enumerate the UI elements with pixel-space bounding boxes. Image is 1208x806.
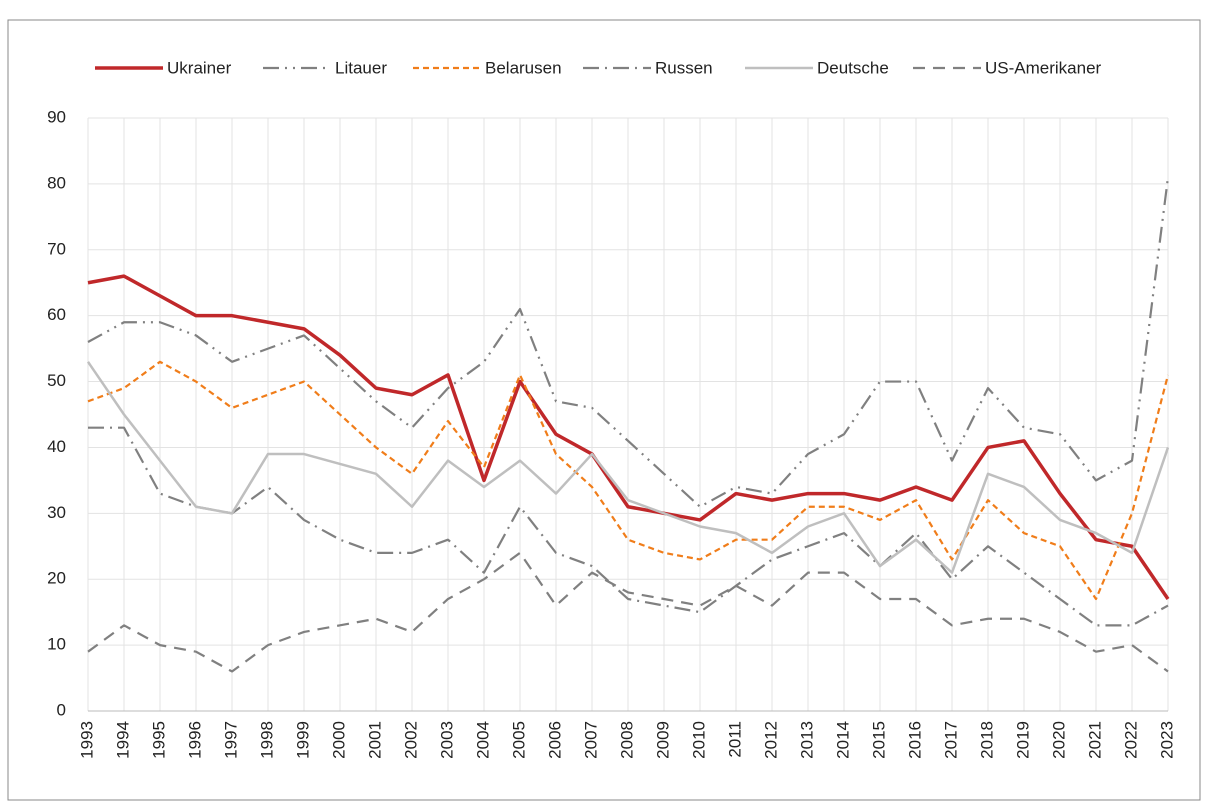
y-tick-label: 20 xyxy=(47,569,66,588)
x-tick-label: 2022 xyxy=(1121,721,1140,759)
x-tick-label: 2015 xyxy=(869,721,888,759)
y-tick-label: 10 xyxy=(47,635,66,654)
legend-label: Ukrainer xyxy=(167,58,232,77)
x-tick-label: 2023 xyxy=(1157,721,1176,759)
y-tick-label: 90 xyxy=(47,107,66,126)
legend-label: Belarusen xyxy=(485,58,562,77)
x-tick-label: 2014 xyxy=(833,721,852,759)
legend-label: US-Amerikaner xyxy=(985,58,1102,77)
series-line xyxy=(87,177,1170,508)
x-tick-label: 2011 xyxy=(725,721,744,758)
legend-label: Russen xyxy=(655,58,713,77)
legend-label: Litauer xyxy=(335,58,387,77)
y-tick-label: 50 xyxy=(47,371,66,390)
x-tick-label: 2001 xyxy=(365,721,384,759)
x-tick-label: 1995 xyxy=(149,721,168,759)
series-line xyxy=(87,360,1170,601)
x-tick-label: 2005 xyxy=(509,721,528,759)
x-tick-label: 1997 xyxy=(221,721,240,759)
x-tick-label: 2007 xyxy=(581,721,600,759)
y-tick-label: 70 xyxy=(47,239,66,258)
x-tick-label: 2003 xyxy=(437,721,456,759)
x-tick-label: 2016 xyxy=(905,721,924,759)
x-tick-label: 2010 xyxy=(689,721,708,759)
x-tick-label: 1998 xyxy=(257,721,276,759)
y-tick-label: 30 xyxy=(47,503,66,522)
y-tick-label: 0 xyxy=(57,700,66,719)
series-line xyxy=(87,551,1169,673)
x-tick-label: 2013 xyxy=(797,721,816,759)
x-tick-label: 2019 xyxy=(1013,721,1032,759)
chart-frame xyxy=(7,19,1201,801)
y-tick-label: 80 xyxy=(47,173,66,192)
y-tick-label: 40 xyxy=(47,437,66,456)
x-tick-label: 2018 xyxy=(977,721,996,759)
x-tick-label: 2004 xyxy=(473,721,492,759)
x-tick-label: 2000 xyxy=(329,721,348,759)
x-tick-label: 1996 xyxy=(185,721,204,759)
x-tick-label: 2002 xyxy=(401,721,420,759)
x-tick-label: 2012 xyxy=(761,721,780,759)
x-tick-label: 2021 xyxy=(1085,721,1104,759)
series-line xyxy=(88,426,1169,627)
x-tick-label: 1994 xyxy=(113,721,132,759)
x-tick-label: 2008 xyxy=(617,721,636,759)
x-tick-label: 1993 xyxy=(77,721,96,759)
x-tick-label: 1999 xyxy=(293,721,312,759)
x-tick-label: 2020 xyxy=(1049,721,1068,759)
x-tick-label: 2009 xyxy=(653,721,672,759)
legend-label: Deutsche xyxy=(817,58,889,77)
x-tick-label: 2006 xyxy=(545,721,564,759)
series-line xyxy=(86,361,1170,574)
x-tick-label: 2017 xyxy=(941,721,960,759)
y-tick-label: 60 xyxy=(47,305,66,324)
series-line xyxy=(87,274,1170,600)
